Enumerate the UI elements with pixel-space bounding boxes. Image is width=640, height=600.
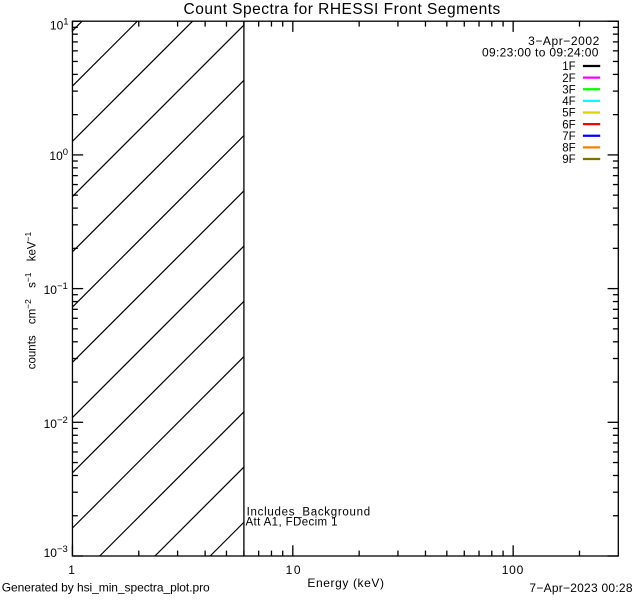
svg-text:100: 100: [49, 147, 68, 163]
svg-text:101: 101: [50, 16, 69, 32]
svg-text:3F: 3F: [562, 84, 575, 96]
svg-text:2F: 2F: [562, 73, 575, 85]
svg-text:10−3: 10−3: [44, 544, 68, 560]
svg-text:Energy (keV): Energy (keV): [307, 576, 384, 590]
svg-text:09:23:00 to 09:24:00: 09:23:00 to 09:24:00: [482, 46, 599, 60]
svg-text:5F: 5F: [562, 108, 575, 120]
svg-text:3−Apr−2002: 3−Apr−2002: [528, 34, 600, 48]
svg-text:6F: 6F: [562, 119, 575, 131]
svg-text:10: 10: [286, 563, 301, 577]
svg-text:1: 1: [68, 563, 75, 577]
svg-text:9F: 9F: [562, 154, 575, 166]
svg-text:100: 100: [502, 563, 524, 577]
svg-text:7−Apr−2023 00:28: 7−Apr−2023 00:28: [529, 581, 632, 595]
svg-text:4F: 4F: [562, 96, 575, 108]
svg-text:10−1: 10−1: [44, 281, 68, 297]
svg-text:8F: 8F: [562, 143, 575, 155]
svg-text:7F: 7F: [562, 131, 575, 143]
svg-text:1F: 1F: [562, 61, 575, 73]
svg-text:Generated by hsi_min_spectra_p: Generated by hsi_min_spectra_plot.pro: [2, 581, 210, 595]
svg-text:10−2: 10−2: [44, 415, 68, 431]
svg-text:counts cm−2 s−1 keV−1: counts cm−2 s−1 keV−1: [23, 231, 39, 369]
svg-text:Att A1, FDecim 1: Att A1, FDecim 1: [246, 516, 338, 528]
svg-text:Includes_Background: Includes_Background: [247, 507, 371, 519]
svg-text:Count Spectra for RHESSI Front: Count Spectra for RHESSI Front Segments: [184, 1, 501, 18]
